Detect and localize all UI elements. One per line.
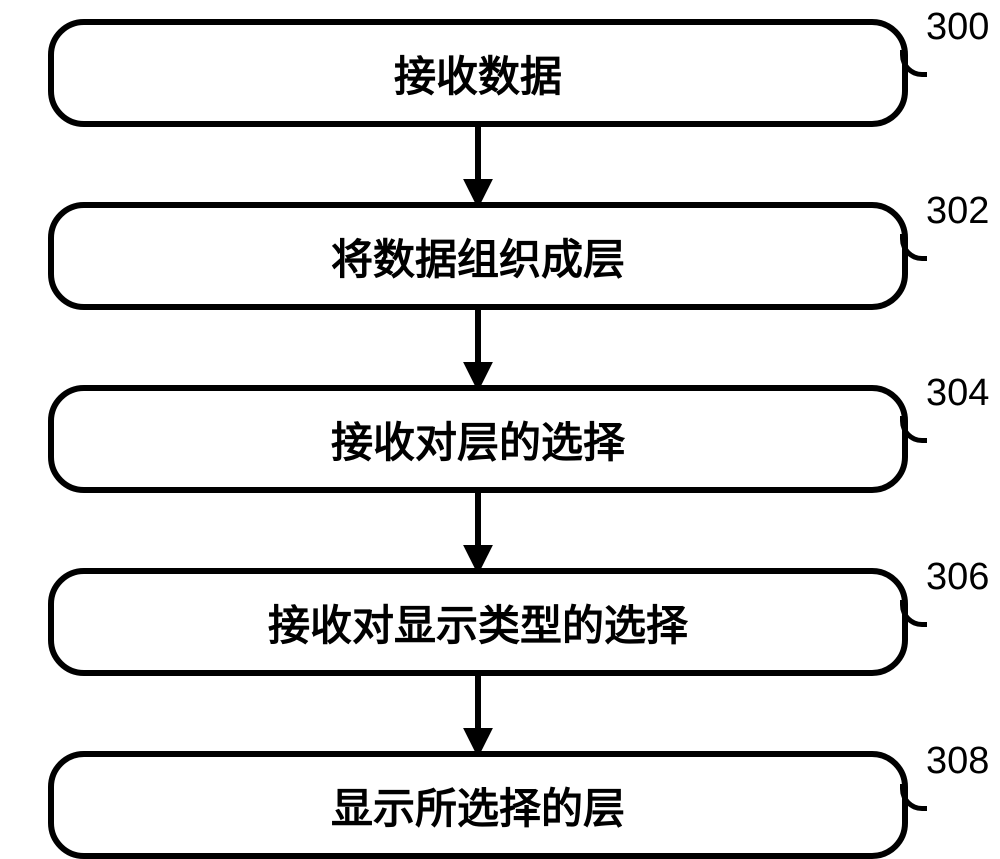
flow-node-n304: 接收对层的选择: [48, 385, 908, 493]
flow-node-label: 接收对显示类型的选择: [268, 592, 688, 653]
flow-node-n300: 接收数据: [48, 19, 908, 127]
ref-label-n302: 302: [926, 190, 989, 233]
flow-node-label: 将数据组织成层: [331, 226, 625, 287]
flow-node-label: 显示所选择的层: [331, 775, 625, 836]
ref-label-n306: 306: [926, 556, 989, 599]
flow-node-label: 接收对层的选择: [331, 409, 625, 470]
flow-node-n302: 将数据组织成层: [48, 202, 908, 310]
flow-node-n308: 显示所选择的层: [48, 751, 908, 859]
ref-label-n304: 304: [926, 372, 989, 415]
flow-node-n306: 接收对显示类型的选择: [48, 568, 908, 676]
flowchart-canvas: 接收数据将数据组织成层接收对层的选择接收对显示类型的选择显示所选择的层 300 30…: [0, 0, 1000, 858]
ref-label-n300: 300: [926, 6, 989, 49]
flow-node-label: 接收数据: [394, 43, 562, 104]
ref-label-n308: 308: [926, 740, 989, 783]
